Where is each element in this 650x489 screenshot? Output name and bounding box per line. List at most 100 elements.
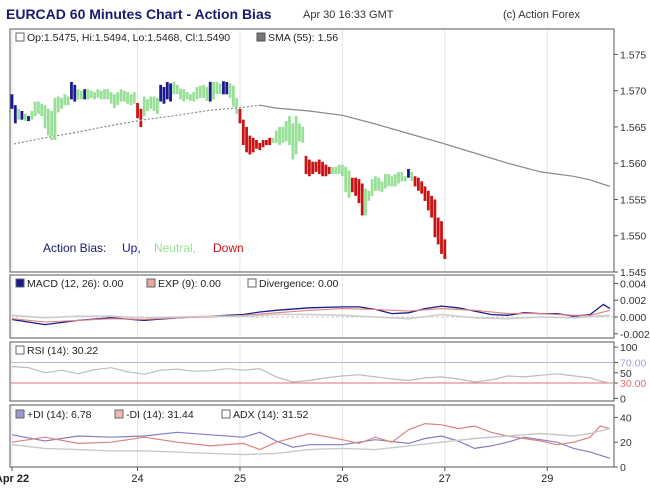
price-ytick-label: 1.575: [620, 49, 646, 61]
price-ytick-label: 1.565: [620, 122, 646, 134]
price-bar-neutral: [149, 96, 153, 109]
price-bar-neutral: [175, 84, 179, 95]
price-bar-neutral: [23, 113, 27, 122]
price-bar-down: [317, 159, 321, 175]
dmi-panel-frame: [9, 404, 615, 468]
exp-legend-text: EXP (9): 0.00: [158, 278, 221, 290]
price-bar-neutral: [119, 89, 123, 102]
price-bar-down: [416, 177, 420, 191]
x-axis-label: 26: [336, 473, 348, 485]
price-bar-neutral: [344, 166, 348, 193]
price-bar-down: [324, 164, 328, 177]
price-bar-neutral: [198, 85, 202, 98]
price-bar-down: [436, 217, 440, 245]
price-bar-down: [264, 139, 268, 146]
divergence-legend-swatch: [247, 278, 257, 288]
price-bar-neutral: [383, 174, 387, 189]
plus-di-legend-text: +DI (14): 6.78: [27, 409, 92, 421]
price-bar-neutral: [235, 97, 239, 114]
price-bar-neutral: [189, 94, 192, 101]
price-bar-neutral: [30, 110, 34, 120]
price-bar-neutral: [126, 92, 130, 104]
price-bar-neutral: [364, 188, 367, 216]
price-bar-neutral: [374, 176, 377, 191]
price-bar-down: [251, 137, 255, 153]
price-bar-down: [261, 139, 265, 148]
price-bar-neutral: [337, 164, 341, 175]
price-bar-neutral: [96, 89, 100, 98]
price-bar-neutral: [56, 96, 60, 113]
price-bar-neutral: [155, 97, 159, 114]
price-bar-neutral: [298, 123, 301, 142]
macd-ytick-label: 0.002: [620, 295, 646, 307]
price-bar-down: [360, 183, 364, 216]
price-bar-down: [238, 108, 242, 124]
rsi-line: [11, 366, 611, 384]
price-bar-neutral: [397, 171, 400, 184]
price-bar-neutral: [132, 92, 136, 104]
price-bar-neutral: [231, 85, 235, 107]
price-bar-neutral: [116, 92, 120, 106]
price-bar-neutral: [400, 171, 404, 182]
price-bar-down: [307, 159, 311, 177]
price-bar-neutral: [403, 176, 407, 182]
price-bar-neutral: [284, 121, 288, 142]
price-bar-down: [430, 195, 433, 218]
price-bar-neutral: [380, 181, 384, 193]
adx-line: [11, 427, 611, 456]
x-axis-label: Apr 22: [0, 473, 29, 485]
price-bar-up: [162, 87, 166, 104]
price-bar-down: [354, 177, 358, 196]
price-bar-neutral: [281, 126, 285, 143]
price-bar-neutral: [370, 179, 374, 196]
credit: (c) Action Forex: [503, 9, 581, 21]
rsi-ytick-label: 50: [620, 368, 632, 380]
dmi-ytick-label: 40: [620, 412, 632, 424]
price-bar-neutral: [99, 90, 103, 100]
price-ytick-label: 1.550: [620, 231, 646, 243]
sma-dotted-overlay: [11, 104, 260, 145]
price-bar-down: [258, 142, 262, 151]
x-axis-label: 24: [131, 473, 143, 485]
price-bar-neutral: [192, 92, 196, 102]
price-bar-down: [314, 161, 318, 172]
price-bar-neutral: [109, 92, 113, 104]
price-bar-neutral: [340, 164, 344, 177]
bias-legend-up: Up,: [122, 241, 141, 255]
price-bar-neutral: [43, 105, 47, 129]
price-bar-neutral: [393, 174, 397, 187]
dmi-ytick-label: 20: [620, 437, 632, 449]
price-bar-neutral: [17, 108, 21, 120]
price-bar-neutral: [93, 92, 96, 100]
price-bar-neutral: [60, 97, 63, 109]
price-bar-neutral: [274, 130, 278, 143]
price-bar-neutral: [367, 190, 371, 201]
price-bar-up: [10, 94, 14, 109]
price-bar-neutral: [146, 99, 149, 111]
adx-legend-text: ADX (14): 31.52: [233, 409, 308, 421]
price-bar-neutral: [205, 87, 209, 101]
price-bar-down: [423, 186, 427, 201]
price-bar-down: [139, 108, 143, 127]
price-bar-neutral: [195, 87, 199, 100]
price-bar-neutral: [387, 174, 391, 187]
price-bar-down: [241, 119, 245, 146]
price-bar-up: [20, 110, 24, 120]
price-bar-down: [268, 137, 272, 146]
price-bar-neutral: [390, 176, 394, 187]
price-bar-down: [443, 239, 447, 259]
price-bar-up: [73, 84, 77, 102]
rsi-panel-frame: [9, 341, 615, 402]
price-bar-neutral: [215, 81, 219, 95]
bias-legend-neutral: Neutral,: [154, 241, 196, 255]
rsi-legend-swatch: [15, 345, 25, 355]
price-bar-neutral: [172, 81, 176, 95]
price-bar-neutral: [228, 83, 232, 98]
price-bar-up: [208, 81, 212, 102]
price-bar-neutral: [79, 90, 83, 100]
price-bar-neutral: [291, 123, 295, 160]
price-bar-neutral: [410, 171, 414, 182]
price-bar-up: [169, 83, 172, 102]
price-bar-neutral: [122, 90, 126, 102]
price-panel-frame: [9, 28, 615, 273]
